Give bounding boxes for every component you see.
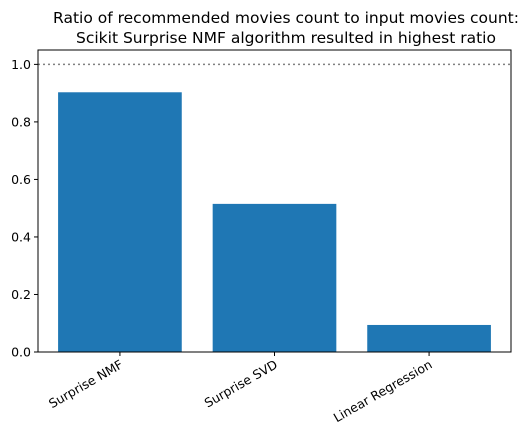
x-tick-label: Surprise NMF: [46, 357, 125, 412]
bars-group: [58, 92, 491, 352]
x-tick-label: Surprise SVD: [202, 357, 280, 411]
x-tick-label: Linear Regression: [331, 357, 435, 426]
chart-title: Ratio of recommended movies count to inp…: [53, 9, 519, 47]
bar-surprise-nmf: [58, 92, 182, 352]
chart-title-line-1: Ratio of recommended movies count to inp…: [53, 9, 519, 27]
y-tick-label: 0.0: [11, 345, 31, 360]
y-tick-label: 0.6: [11, 172, 31, 187]
chart-title-line-2: Scikit Surprise NMF algorithm resulted i…: [76, 29, 496, 47]
y-tick-label: 0.2: [11, 287, 31, 302]
x-axis: Surprise NMF Surprise SVD Linear Regressio…: [46, 352, 435, 425]
y-axis: 0.0 0.2 0.4 0.6 0.8 1.0: [11, 57, 38, 360]
bar-surprise-svd: [212, 203, 337, 352]
y-tick-label: 0.4: [11, 229, 31, 244]
y-tick-label: 0.8: [11, 114, 31, 129]
y-tick-label: 1.0: [11, 57, 31, 72]
bar-linear-regression: [367, 324, 491, 352]
plot-frame: [37, 49, 512, 353]
